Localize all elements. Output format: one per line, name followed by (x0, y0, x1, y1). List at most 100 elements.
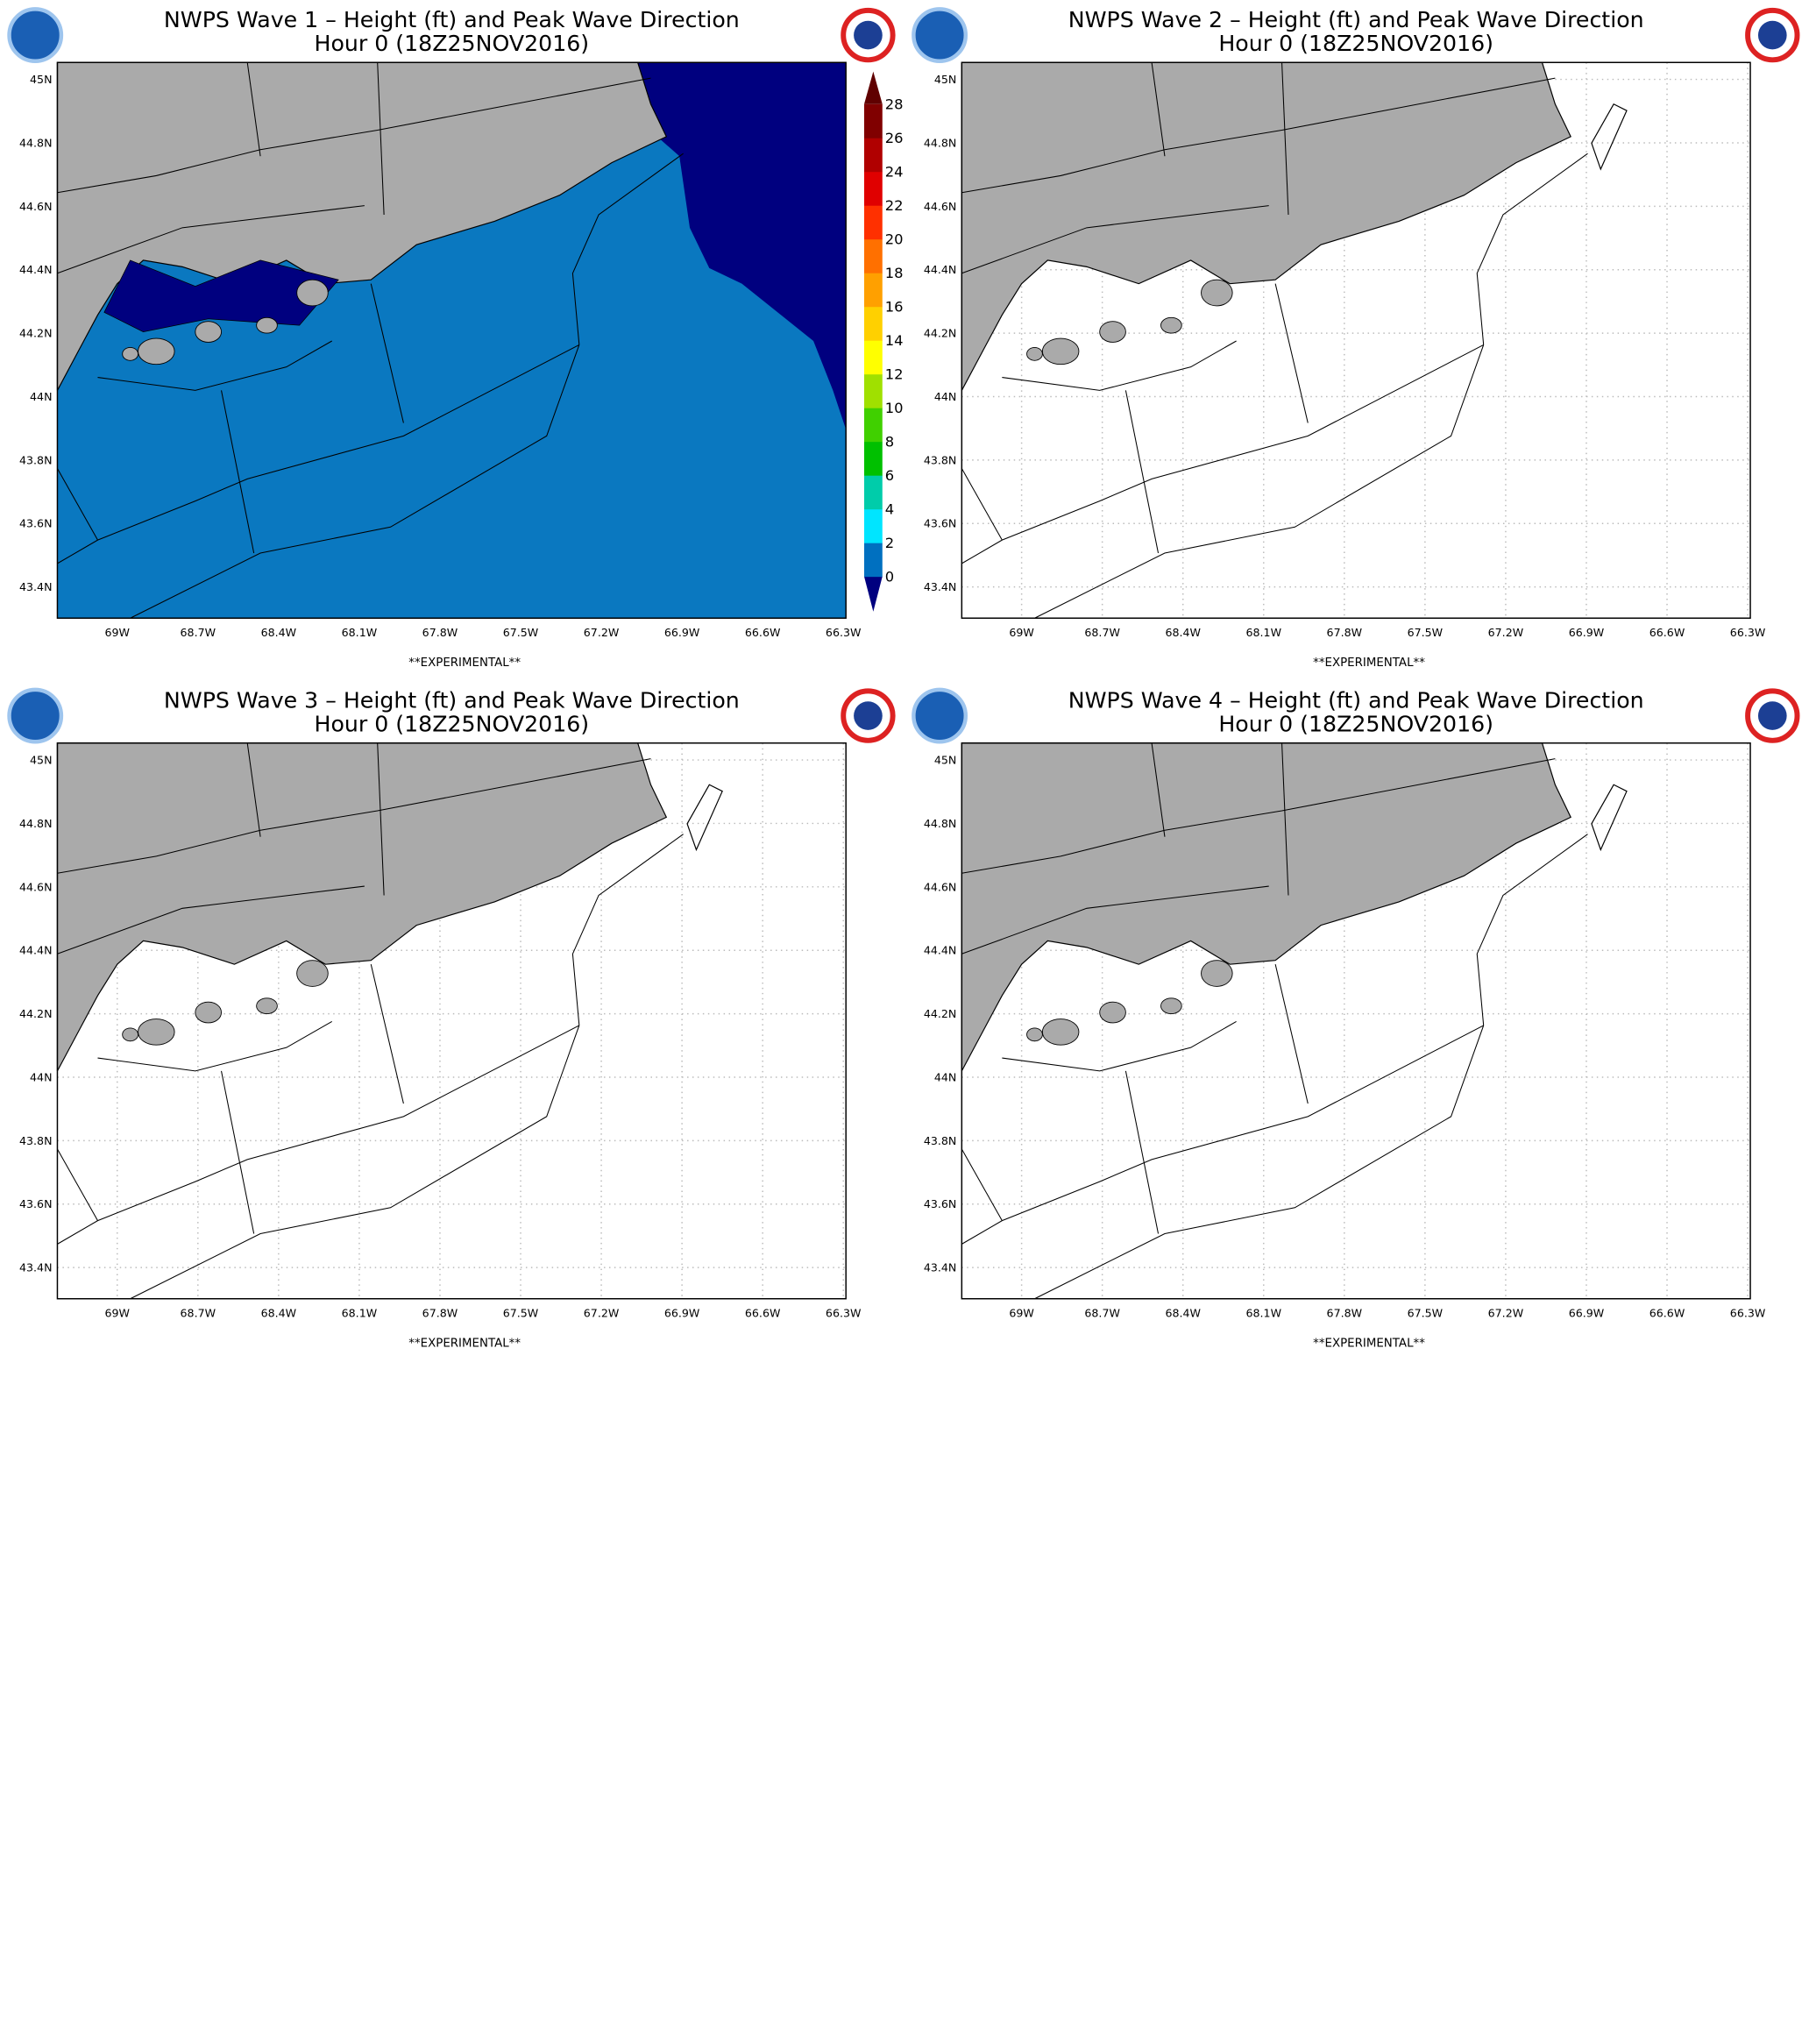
island (1026, 346, 1043, 361)
lon-label: 67.5W (503, 1307, 539, 1320)
lon-label: 69W (1009, 626, 1034, 639)
lat-label: 44.2N (19, 1007, 53, 1020)
colorbar-low (863, 576, 883, 612)
zone-line (57, 205, 365, 274)
colorbar-segment (863, 273, 883, 308)
lon-label: 66.9W (664, 626, 700, 639)
island (256, 997, 278, 1015)
lat-label: 44.4N (924, 263, 957, 276)
lat-label: 44N (934, 1070, 956, 1083)
colorbar-segment (863, 238, 883, 273)
map-panel: NWPS Wave 3 – Height (ft) and Peak Wave … (7, 687, 896, 1351)
zone-line (130, 1025, 580, 1300)
island (1099, 321, 1126, 343)
lon-label: 66.6W (1649, 1307, 1685, 1320)
lon-label: 68.4W (1165, 1307, 1201, 1320)
panel-footer: **EXPERIMENTAL** (408, 656, 521, 670)
island (1099, 1001, 1126, 1024)
map-panel: NWPS Wave 1 – Height (ft) and Peak Wave … (7, 7, 904, 670)
lat-label: 44.8N (924, 817, 957, 830)
lon-label: 68.4W (261, 1307, 297, 1320)
lat-label: 43.6N (924, 1197, 957, 1210)
land (961, 742, 1571, 1072)
zone-line (961, 77, 1556, 194)
zone-line (130, 344, 580, 619)
lat-label: 43.6N (19, 1197, 53, 1210)
island (1041, 1018, 1080, 1046)
lon-label: 68.1W (1246, 626, 1282, 639)
zone-line (1124, 1070, 1160, 1234)
colorbar-label: 0 (885, 569, 894, 586)
colorbar-label: 18 (885, 265, 904, 281)
panel-title: NWPS Wave 2 – Height (ft) and Peak Wave … (1068, 7, 1644, 32)
lon-label: 69W (105, 1307, 131, 1320)
panel-subtitle: Hour 0 (18Z25NOV2016) (1218, 31, 1493, 56)
colorbar-label: 6 (885, 467, 894, 484)
lat-label: 44.2N (924, 327, 957, 340)
zone-line (1151, 742, 1166, 837)
map-panel: NWPS Wave 4 – Height (ft) and Peak Wave … (912, 687, 1800, 1351)
island (1160, 997, 1182, 1015)
lat-label: 44N (30, 1070, 52, 1083)
zone-line (57, 758, 651, 874)
zone-line (961, 205, 1269, 274)
island (296, 960, 329, 987)
lon-label: 68.1W (342, 626, 378, 639)
panel-title: NWPS Wave 1 – Height (ft) and Peak Wave … (164, 7, 740, 32)
noaa-logo (7, 7, 64, 64)
lon-label: 66.6W (1649, 626, 1685, 639)
island (122, 1027, 138, 1042)
colorbar-segment (863, 508, 883, 543)
lon-label: 68.1W (342, 1307, 378, 1320)
island (195, 1001, 222, 1024)
lon-label: 67.5W (1408, 626, 1444, 639)
zone-line (961, 1148, 1003, 1221)
zone-line (1274, 964, 1309, 1104)
lat-label: 44.8N (924, 136, 957, 149)
zone-line (1034, 1025, 1485, 1300)
lon-label: 66.3W (826, 626, 862, 639)
colorbar-segment (863, 205, 883, 240)
panel-footer: **EXPERIMENTAL** (1313, 656, 1425, 670)
zone-line (221, 1070, 255, 1234)
colorbar-label: 4 (885, 501, 894, 518)
zone-line (246, 742, 261, 837)
colorbar-segment (863, 543, 883, 578)
lat-label: 43.4N (19, 580, 53, 593)
colorbar-high (863, 71, 883, 104)
panel-title: NWPS Wave 3 – Height (ft) and Peak Wave … (164, 688, 740, 713)
colorbar-label: 24 (885, 164, 904, 181)
lat-label: 44.6N (19, 200, 53, 213)
lat-label: 43.4N (924, 580, 957, 593)
land (56, 742, 668, 1072)
lon-label: 68.7W (1084, 1307, 1120, 1320)
island (138, 337, 175, 366)
lon-label: 67.8W (422, 1307, 458, 1320)
lat-label: 44.4N (19, 263, 53, 276)
panel-footer: **EXPERIMENTAL** (1313, 1338, 1425, 1351)
zone-line (377, 62, 385, 215)
zone-line (1002, 1021, 1237, 1072)
lat-label: 43.6N (19, 517, 53, 530)
colorbar-segment (863, 373, 883, 408)
lat-label: 44.4N (924, 944, 957, 957)
lat-label: 45N (934, 73, 956, 86)
colorbar-label: 14 (885, 332, 904, 349)
lon-label: 68.7W (1084, 626, 1120, 639)
zone-line (1281, 62, 1289, 215)
lat-label: 43.8N (924, 1134, 957, 1147)
colorbar-label: 12 (885, 366, 904, 383)
lat-label: 45N (30, 754, 52, 767)
noaa-logo (912, 7, 968, 64)
colorbar-label: 16 (885, 299, 904, 316)
island (1041, 337, 1080, 366)
lat-label: 44N (934, 390, 956, 403)
nws-logo-inner (854, 701, 883, 730)
panel-subtitle: Hour 0 (18Z25NOV2016) (314, 31, 589, 56)
island (195, 321, 222, 343)
island (1160, 316, 1182, 334)
island (1026, 1027, 1043, 1042)
lon-label: 66.9W (1569, 626, 1605, 639)
